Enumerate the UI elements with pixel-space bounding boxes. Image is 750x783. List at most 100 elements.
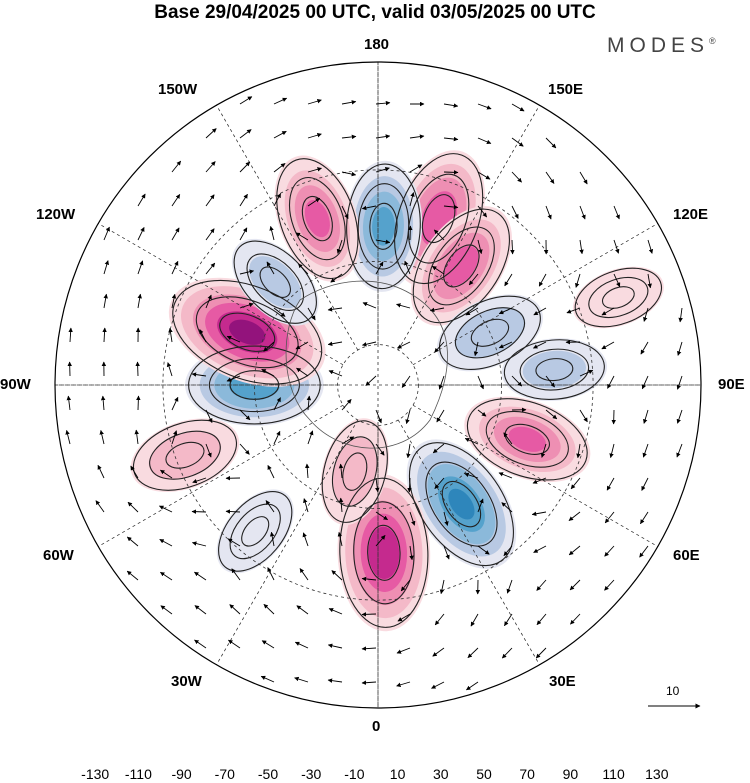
- anomaly-contour-band: [304, 200, 330, 238]
- wind-vector: [477, 545, 490, 555]
- wind-vector: [604, 579, 615, 591]
- arctic-coast: [285, 280, 448, 449]
- wind-vector: [536, 613, 547, 626]
- anomaly-centre: [320, 418, 389, 526]
- wind-vector: [103, 260, 109, 275]
- brand-logo: MODES®: [607, 34, 716, 58]
- wind-vector: [501, 502, 513, 513]
- wind-vector: [226, 375, 241, 382]
- wind-vector: [228, 639, 241, 649]
- wind-vector: [439, 579, 445, 595]
- wind-vector: [137, 193, 146, 207]
- wind-vector: [261, 640, 275, 649]
- wind-vector: [166, 362, 173, 377]
- wind-vector: [127, 501, 139, 513]
- wind-vector: [299, 568, 309, 581]
- wind-vector: [135, 361, 140, 377]
- wind-vector: [239, 409, 251, 421]
- wind-vector: [267, 464, 275, 479]
- wind-vector: [273, 130, 287, 139]
- wind-vector: [266, 261, 275, 275]
- lon-label-120w: 120W: [36, 206, 76, 223]
- wind-vector: [545, 409, 558, 420]
- wind-vector: [504, 613, 513, 627]
- wind-vector: [273, 193, 281, 207]
- wind-vector: [443, 103, 459, 108]
- wind-vector: [504, 273, 513, 287]
- streamline: [165, 441, 205, 469]
- wind-vector: [362, 302, 377, 309]
- streamline: [132, 419, 238, 491]
- wind-vector: [477, 239, 483, 255]
- wind-vector: [678, 307, 683, 323]
- streamline: [441, 480, 482, 528]
- wind-vector: [99, 429, 105, 445]
- wind-vector: [409, 134, 425, 139]
- wind-vector: [328, 370, 343, 377]
- wind-vector: [130, 465, 139, 479]
- wind-vector: [466, 681, 479, 691]
- streamline: [394, 153, 484, 285]
- wind-vector: [506, 579, 513, 594]
- wind-vector: [191, 372, 207, 377]
- map-title: Base 29/04/2025 00 UTC, valid 03/05/2025…: [154, 2, 596, 23]
- wind-vector: [160, 469, 173, 479]
- wind-vector: [263, 603, 275, 615]
- wind-vector: [477, 171, 491, 180]
- wind-vector: [531, 511, 547, 516]
- wind-vector: [341, 134, 357, 140]
- streamline: [412, 208, 510, 324]
- wind-vector: [609, 443, 615, 459]
- wind-vector: [641, 375, 649, 390]
- wind-vector: [470, 613, 479, 627]
- colorbar-tick-label: 10: [389, 766, 406, 782]
- lon-label-30e: 30E: [549, 673, 576, 690]
- wind-vector: [401, 375, 411, 388]
- streamline: [369, 202, 398, 250]
- anomaly-contour-band: [148, 430, 222, 480]
- wind-vector: [307, 197, 321, 207]
- wind-vector: [677, 341, 683, 356]
- wind-vector: [409, 192, 415, 207]
- wind-vector: [640, 511, 649, 525]
- wind-vector: [298, 263, 309, 275]
- wind-vector: [191, 509, 207, 514]
- wind-vector: [503, 545, 513, 557]
- meridian: [216, 419, 359, 665]
- colorbar-tick-label: 90: [562, 766, 579, 782]
- coastlines: [285, 280, 448, 449]
- streamline: [346, 163, 421, 290]
- wind-vector: [579, 171, 588, 185]
- wind-vector: [375, 409, 382, 424]
- wind-vector: [434, 341, 445, 353]
- wind-vector: [641, 477, 649, 491]
- wind-vector: [438, 375, 445, 390]
- colorbar-tick-label: 50: [476, 766, 492, 782]
- anomaly-contour-band: [572, 266, 664, 329]
- streamline: [588, 276, 649, 319]
- colorbar-tick-label: -90: [171, 766, 192, 782]
- lon-label-60e: 60E: [673, 547, 700, 564]
- meridian: [412, 223, 658, 366]
- wind-vector: [511, 137, 524, 147]
- wind-vector: [341, 171, 357, 177]
- lon-label-90w: 90W: [0, 376, 31, 393]
- reference-vector-label: 10: [666, 684, 680, 698]
- wind-vector: [341, 100, 357, 105]
- wind-vector: [304, 463, 310, 479]
- streamline: [425, 461, 498, 547]
- wind-vector: [361, 341, 377, 347]
- wind-vector: [338, 497, 344, 513]
- streamline: [353, 501, 415, 605]
- wind-vector: [375, 477, 380, 493]
- wind-vector: [327, 643, 343, 649]
- wind-vector: [160, 605, 173, 615]
- wind-vector: [361, 680, 377, 685]
- anomaly-centre: [130, 418, 240, 492]
- wind-vector: [239, 443, 250, 455]
- registered-mark: ®: [709, 36, 716, 46]
- wind-vector: [464, 437, 479, 445]
- wind-vector: [239, 227, 248, 241]
- wind-vector: [643, 307, 649, 322]
